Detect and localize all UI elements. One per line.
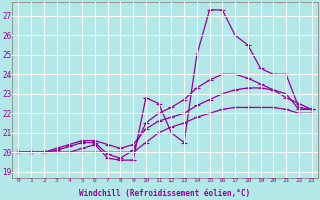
X-axis label: Windchill (Refroidissement éolien,°C): Windchill (Refroidissement éolien,°C) [79, 189, 251, 198]
